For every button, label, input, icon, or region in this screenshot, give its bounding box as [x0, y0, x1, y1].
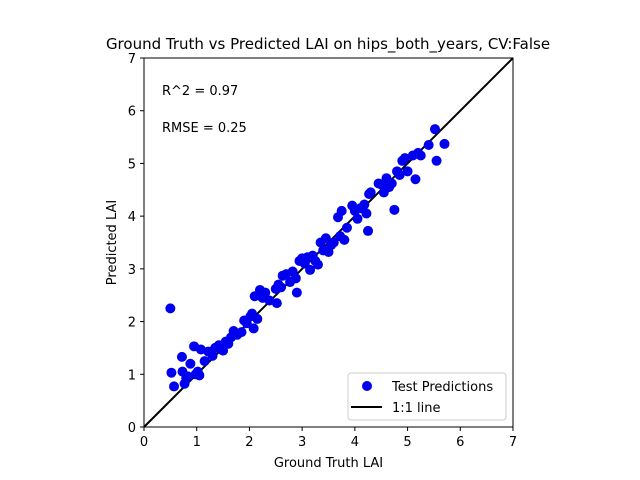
y-tick-label: 4 [128, 210, 136, 225]
scatter-point [352, 213, 363, 224]
scatter-point [320, 233, 331, 244]
x-tick-label: 0 [140, 435, 148, 450]
scatter-point [260, 287, 271, 298]
y-tick-label: 1 [128, 368, 136, 383]
scatter-point [361, 208, 372, 219]
scatter-point [402, 166, 413, 177]
scatter-point [359, 199, 370, 210]
legend-label-test-predictions: Test Predictions [391, 380, 493, 395]
y-tick-label: 7 [128, 52, 136, 67]
rmse-annotation: RMSE = 0.25 [162, 121, 247, 136]
scatter-point [252, 313, 263, 324]
scatter-point [431, 155, 442, 166]
y-tick-label: 3 [128, 263, 136, 278]
scatter-point [290, 273, 301, 284]
scatter-point [182, 371, 193, 382]
legend-label-1to1-line: 1:1 line [392, 401, 441, 416]
scatter-point [415, 150, 426, 161]
scatter-point [276, 282, 287, 293]
x-tick-label: 1 [193, 435, 201, 450]
x-tick-label: 5 [403, 435, 411, 450]
x-tick-label: 4 [351, 435, 359, 450]
y-axis-label: Predicted LAI [105, 200, 120, 285]
scatter-point [439, 138, 450, 149]
x-tick-label: 7 [509, 435, 517, 450]
x-tick-label: 6 [456, 435, 464, 450]
scatter-point [339, 234, 350, 245]
y-tick-label: 6 [128, 105, 136, 120]
plot-area [143, 57, 514, 428]
scatter-point [166, 367, 177, 378]
scatter-point [328, 237, 339, 248]
scatter-point [199, 356, 210, 367]
legend: Test Predictions 1:1 line [347, 372, 507, 421]
scatter-point [429, 124, 440, 135]
scatter-point [312, 259, 323, 270]
chart-title: Ground Truth vs Predicted LAI on hips_bo… [106, 35, 550, 54]
x-tick-label: 3 [298, 435, 306, 450]
axes-frame [143, 57, 514, 428]
scatter-point [394, 170, 405, 181]
y-tick-label: 0 [128, 421, 136, 436]
r2-annotation: R^2 = 0.97 [162, 84, 238, 99]
x-tick-label: 2 [245, 435, 253, 450]
scatter-point [341, 222, 352, 233]
axis-ticks: 0 1 2 3 4 5 6 7 0 1 2 3 4 5 6 7 [128, 52, 517, 450]
scatter-point [386, 178, 397, 189]
scatter-point [305, 264, 316, 275]
scatter-point [248, 323, 259, 334]
scatter-point [207, 350, 218, 361]
x-axis-label: Ground Truth LAI [274, 456, 383, 471]
scatter-point [165, 303, 176, 314]
scatter-point [185, 358, 196, 369]
scatter-point [410, 174, 421, 185]
legend-scatter-marker [362, 381, 372, 391]
y-tick-label: 2 [128, 316, 136, 331]
scatter-point [423, 139, 434, 150]
legend-frame [347, 372, 507, 421]
scatter-point [169, 381, 180, 392]
scatter-point [176, 351, 187, 362]
scatter-point [271, 298, 282, 309]
scatter-point [399, 153, 410, 164]
scatter-point [291, 287, 302, 298]
scatter-point [365, 187, 376, 198]
scatter-point [218, 345, 229, 356]
scatter-point [363, 225, 374, 236]
scatter-point [389, 204, 400, 215]
scatter-point [336, 205, 347, 216]
y-tick-label: 5 [128, 157, 136, 172]
scatter-point [236, 327, 247, 338]
scatter-point [194, 370, 205, 381]
